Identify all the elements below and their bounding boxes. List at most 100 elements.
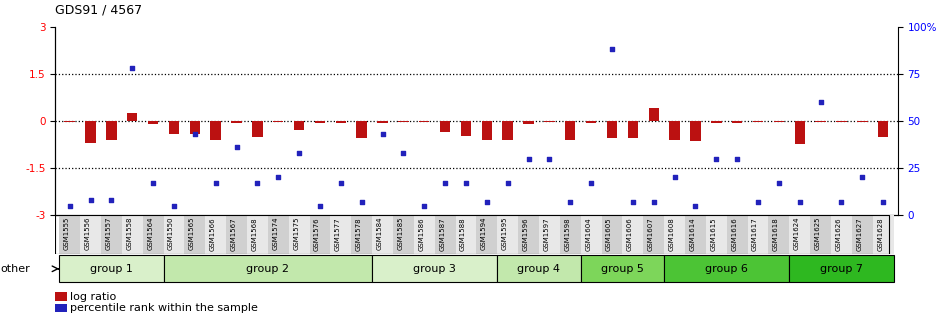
Text: group 2: group 2 xyxy=(246,264,290,274)
Text: group 7: group 7 xyxy=(820,264,863,274)
Text: GSM1624: GSM1624 xyxy=(793,217,800,250)
Point xyxy=(604,47,619,52)
Point xyxy=(333,180,349,186)
Bar xyxy=(59,215,80,254)
Text: GSM1567: GSM1567 xyxy=(231,217,237,251)
Bar xyxy=(580,215,601,254)
Bar xyxy=(664,215,685,254)
Text: GSM1584: GSM1584 xyxy=(376,217,383,250)
Bar xyxy=(523,121,534,124)
Point xyxy=(834,199,849,205)
Bar xyxy=(232,121,242,123)
Bar xyxy=(794,121,805,144)
Bar xyxy=(356,121,367,138)
Point xyxy=(417,203,432,208)
Bar xyxy=(435,215,456,254)
Bar xyxy=(268,215,289,254)
Bar xyxy=(393,215,414,254)
Point xyxy=(250,180,265,186)
Text: GSM1617: GSM1617 xyxy=(752,217,758,251)
Bar xyxy=(419,121,429,122)
Text: GSM1578: GSM1578 xyxy=(355,217,362,251)
Bar xyxy=(628,121,638,138)
Bar xyxy=(352,215,372,254)
Bar xyxy=(372,255,497,282)
Bar xyxy=(773,121,784,122)
Text: GSM1585: GSM1585 xyxy=(397,217,404,250)
Point xyxy=(187,131,202,137)
Point xyxy=(375,131,390,137)
Text: GSM1628: GSM1628 xyxy=(877,217,884,251)
Bar xyxy=(294,121,304,130)
Bar xyxy=(122,215,142,254)
Bar xyxy=(169,121,180,133)
Bar xyxy=(461,121,471,136)
Text: GSM1596: GSM1596 xyxy=(522,217,528,251)
Point xyxy=(124,66,140,71)
Point xyxy=(313,203,328,208)
Point xyxy=(646,199,661,205)
Bar xyxy=(601,215,622,254)
Point xyxy=(354,199,370,205)
Bar xyxy=(163,255,372,282)
Bar xyxy=(372,215,393,254)
Text: GSM1615: GSM1615 xyxy=(711,217,716,251)
Text: GSM1594: GSM1594 xyxy=(481,217,486,250)
Text: GSM1556: GSM1556 xyxy=(85,217,90,250)
Text: GSM1598: GSM1598 xyxy=(564,217,570,251)
Bar xyxy=(706,215,727,254)
Text: GSM1606: GSM1606 xyxy=(627,217,633,251)
Bar xyxy=(643,215,664,254)
Point xyxy=(855,175,870,180)
Bar xyxy=(476,215,497,254)
Point xyxy=(583,180,598,186)
Text: GSM1558: GSM1558 xyxy=(126,217,132,250)
Point xyxy=(145,180,161,186)
Bar xyxy=(748,215,769,254)
Bar xyxy=(190,121,200,133)
Bar xyxy=(670,121,680,140)
Bar xyxy=(769,215,789,254)
Bar xyxy=(711,121,721,123)
Bar xyxy=(331,215,352,254)
Text: GSM1566: GSM1566 xyxy=(210,217,216,251)
Text: other: other xyxy=(0,264,29,274)
Bar xyxy=(163,215,184,254)
Text: GSM1557: GSM1557 xyxy=(105,217,111,250)
Bar xyxy=(857,121,867,122)
Point xyxy=(438,180,453,186)
Bar xyxy=(252,121,262,137)
Bar xyxy=(398,121,408,122)
Bar xyxy=(127,113,138,121)
Text: GSM1614: GSM1614 xyxy=(690,217,695,251)
Point xyxy=(562,199,578,205)
Point xyxy=(688,203,703,208)
Bar xyxy=(148,121,159,124)
Point xyxy=(813,99,828,105)
Bar xyxy=(873,215,894,254)
Text: GSM1587: GSM1587 xyxy=(439,217,446,251)
Point xyxy=(500,180,515,186)
Bar xyxy=(335,121,346,123)
Text: GSM1574: GSM1574 xyxy=(273,217,278,250)
Text: GSM1605: GSM1605 xyxy=(606,217,612,251)
Bar xyxy=(727,215,748,254)
Bar xyxy=(789,215,810,254)
Bar xyxy=(86,121,96,143)
Bar xyxy=(815,121,826,122)
Bar xyxy=(580,255,664,282)
Bar xyxy=(101,215,122,254)
Text: GSM1625: GSM1625 xyxy=(814,217,821,250)
Bar xyxy=(503,121,513,140)
Bar xyxy=(852,215,873,254)
Point xyxy=(83,197,98,203)
Point xyxy=(667,175,682,180)
Bar xyxy=(836,121,846,122)
Bar xyxy=(59,255,163,282)
Point xyxy=(396,150,411,156)
Text: group 3: group 3 xyxy=(413,264,456,274)
Bar xyxy=(497,215,518,254)
Bar xyxy=(544,121,555,122)
Bar xyxy=(565,121,576,140)
Bar xyxy=(247,215,268,254)
